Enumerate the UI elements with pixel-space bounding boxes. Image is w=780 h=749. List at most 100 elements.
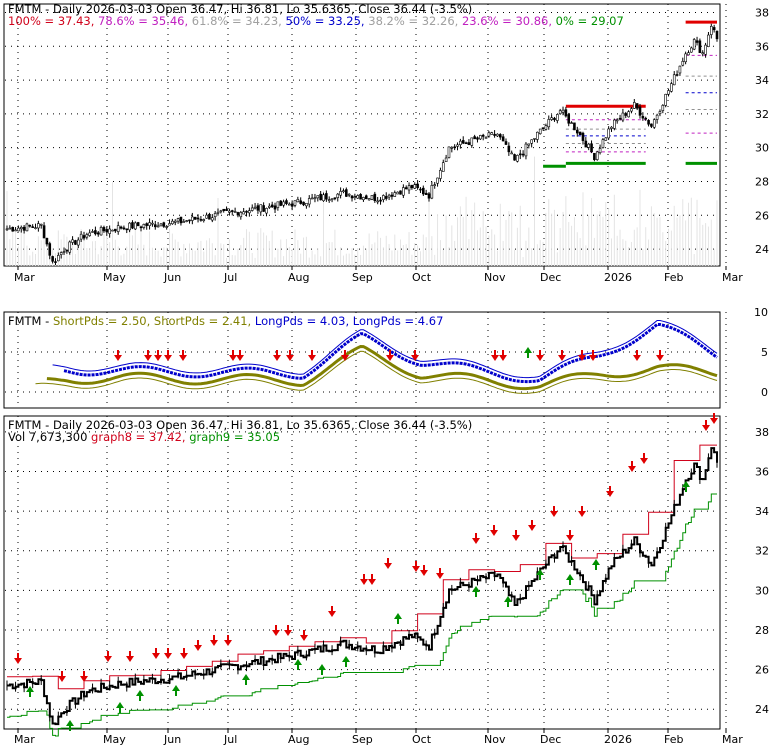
y-tick-label: 26 [755,664,769,677]
candle-body [379,199,382,202]
candle-body [575,129,579,134]
x-tick-label: Jul [223,271,237,284]
price-y-axis: 24 26 28 30 32 34 36 38 [755,6,769,256]
y-tick-label: 36 [755,465,769,478]
price-panel-title: FMTM - Daily 2026-03-03 Open 36.47, Hi 3… [8,2,472,16]
candle-body [282,201,285,206]
short-line-thick [46,344,718,391]
candle-body [615,119,619,122]
legend-entry: 100% = 37.43, [8,14,94,28]
sell-arrow-head [164,653,172,659]
candle-body [501,136,505,142]
candle-body [165,226,168,228]
long-line-thin [52,320,718,379]
candle-body [222,208,226,211]
candle-body [567,114,571,124]
sell-arrow-head [436,573,444,579]
candle-body [658,111,662,114]
candle-body [433,184,437,186]
candle-body [208,213,211,220]
candle-body [692,39,696,50]
candle-body [239,212,243,218]
x-tick-label: Mar [722,271,743,284]
candle-body [678,65,682,74]
candle-body [390,194,394,197]
candle-body [65,249,69,252]
candle-body [54,261,57,263]
candle-body [507,145,511,153]
candle-body [136,222,140,227]
candle-body [325,193,328,200]
candle-body [490,132,494,135]
candle-body [493,133,496,136]
candle-body [647,120,650,125]
y-tick-label: 32 [755,108,769,121]
sell-arrow-head [578,355,586,361]
candle-body [162,222,166,227]
candle-body [570,122,573,124]
x-tick-label: Dec [540,271,561,284]
sell-arrow-head [384,563,392,569]
candle-body [94,230,97,235]
candle-body [652,119,656,128]
candle-body [62,251,66,253]
candle-body [307,198,311,205]
y-tick-label: 38 [755,426,769,439]
candle-body [536,131,539,140]
candle-body [373,193,377,202]
candle-body [219,210,223,213]
legend-entry: 78.6% = 35.46, [94,14,188,28]
stops-price-bars [6,447,718,726]
candle-body [404,187,408,190]
y-tick-label: 24 [755,703,769,716]
sell-arrow-head [640,458,648,464]
x-tick-label: Feb [664,271,683,284]
sell-arrow-head [606,491,614,497]
x-tick-label: Sep [352,733,373,745]
sell-arrow-head [702,425,710,431]
candle-body [413,184,417,189]
candle-body [25,223,29,232]
candle-body [114,228,117,232]
candle-body [510,152,513,155]
sell-arrow-head [104,656,112,662]
sell-arrow-head [164,355,172,361]
buy-arrow-head [524,347,532,353]
candle-body [618,117,622,120]
sell-arrow-head [229,355,237,361]
stops-lines [7,444,717,737]
candle-body [527,143,531,146]
candle-body [228,210,231,213]
candle-body [236,212,240,216]
candle-body [276,201,280,208]
x-tick-label: Mar [722,733,743,745]
legend-entry: ShortPds = 2.50, [53,314,150,328]
candle-body [345,189,348,197]
candle-body [687,52,690,56]
sell-arrow-head [578,511,586,517]
candle-body [518,153,522,156]
candle-body [185,220,188,222]
candle-body [584,140,588,148]
candle-body [410,184,414,189]
candle-body [182,221,186,223]
candle-body [496,133,499,137]
buy-arrow-head [592,559,600,565]
candle-body [171,220,174,225]
candle-body [31,226,34,228]
candle-body [476,137,479,140]
candle-body [211,217,214,221]
fib-legend: 100% = 37.43, 78.6% = 35.46, 61.8% = 34.… [8,14,624,28]
x-tick-label: Jul [223,733,237,745]
candle-body [556,114,559,121]
candle-body [461,140,465,144]
candle-body [364,195,368,200]
candle-body [690,47,693,53]
candle-body [128,222,131,231]
candle-body [407,185,411,191]
candle-body [630,108,633,112]
y-tick-label: 36 [755,40,769,53]
sell-arrow-head [272,630,280,636]
y-tick-label: 28 [755,624,769,637]
